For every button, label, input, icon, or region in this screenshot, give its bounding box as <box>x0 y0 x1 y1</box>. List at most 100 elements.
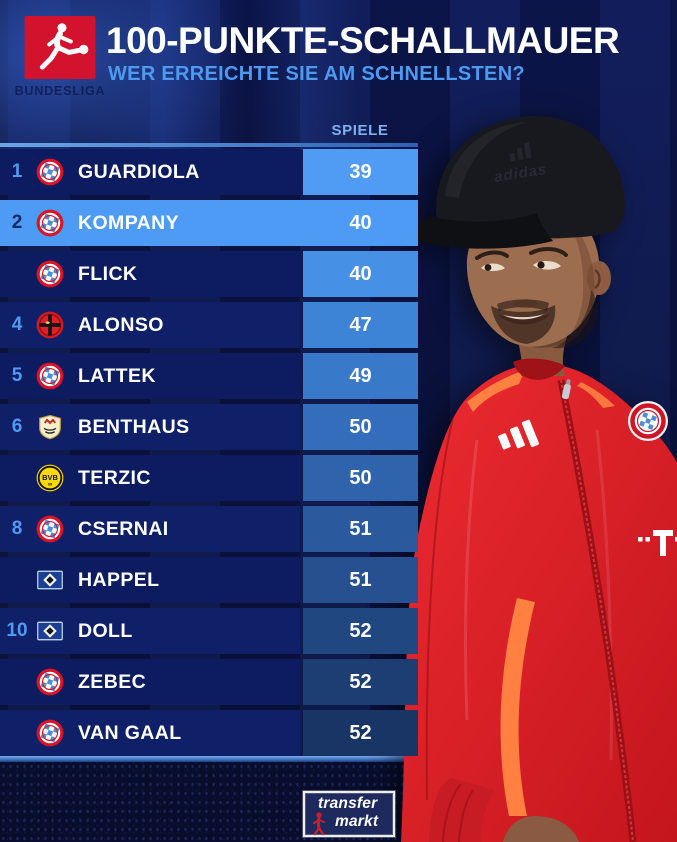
games-value: 52 <box>303 710 418 756</box>
zipper-pull <box>561 379 571 400</box>
games-value: 52 <box>303 608 418 654</box>
rank-label: 4 <box>11 314 23 335</box>
adidas-cap-logo <box>509 142 532 162</box>
table-row: 10 DOLL 52 <box>0 608 418 654</box>
page-title: 100-PUNKTE-SCHALLMAUER <box>106 20 620 61</box>
nose <box>513 299 538 309</box>
coach-name: ALONSO <box>78 313 164 336</box>
rank-label: 6 <box>11 416 23 437</box>
dortmund-club-logo: BVB 09 <box>36 464 64 492</box>
table-row: BVB 09 TERZIC 50 <box>0 455 418 501</box>
bundesliga-crest-icon <box>24 16 96 79</box>
table-top-rule <box>0 143 418 147</box>
bundesliga-logo: BUNDESLIGA <box>14 16 106 98</box>
games-value: 51 <box>303 506 418 552</box>
coach-cell: VAN GAAL <box>0 710 300 756</box>
table-row: 6 BENTHAUS 50 <box>0 404 418 450</box>
rank-label: 1 <box>11 161 23 182</box>
coach-name: BENTHAUS <box>78 415 190 438</box>
table-row: VAN GAAL 52 <box>0 710 418 756</box>
table-row: 2 KOMPANY 40 <box>0 200 418 246</box>
coach-name: DOLL <box>78 619 133 642</box>
games-value: 40 <box>303 251 418 297</box>
bayern-club-logo <box>36 209 64 237</box>
beard <box>491 305 556 344</box>
transfermarkt-figure-icon <box>313 812 325 836</box>
coach-cell: 4 ALONSO <box>0 302 300 348</box>
games-value: 49 <box>303 353 418 399</box>
games-value: 50 <box>303 455 418 501</box>
page-subtitle: WER ERREICHTE SIE AM SCHNELLSTEN? <box>108 63 525 85</box>
hsv-club-logo <box>36 566 64 594</box>
bayern-club-logo <box>36 362 64 390</box>
games-value: 39 <box>303 149 418 195</box>
coach-cell: FLICK <box>0 251 300 297</box>
hsv-club-logo <box>36 617 64 645</box>
eye <box>537 261 545 269</box>
table-row: 1 GUARDIOLA 39 <box>0 149 418 195</box>
adidas-logo <box>498 419 539 450</box>
column-header-spiele: SPIELE <box>331 122 389 139</box>
transfermarkt-logo: transfer markt <box>303 791 395 837</box>
table-row: 4 ALONSO 47 <box>0 302 418 348</box>
rank-label: 2 <box>11 212 23 233</box>
cap <box>436 115 626 238</box>
hand <box>503 816 579 842</box>
coach-cell: BVB 09 TERZIC <box>0 455 300 501</box>
coach-cell: HAPPEL <box>0 557 300 603</box>
svg-text:BVB: BVB <box>42 473 58 482</box>
coach-cell: 6 BENTHAUS <box>0 404 300 450</box>
bayern-club-logo <box>36 158 64 186</box>
coach-name: HAPPEL <box>78 568 160 591</box>
table-bottom-rule <box>0 756 677 762</box>
games-value: 47 <box>303 302 418 348</box>
games-value: 52 <box>303 659 418 705</box>
table-row: FLICK 40 <box>0 251 418 297</box>
table-row: 5 LATTEK 49 <box>0 353 418 399</box>
coach-name: LATTEK <box>78 364 156 387</box>
svg-text:09: 09 <box>48 481 53 486</box>
rank-label: 5 <box>11 365 23 386</box>
bayern-club-logo <box>36 719 64 747</box>
bayern-club-logo <box>36 668 64 696</box>
coach-photo: adidas <box>401 115 677 842</box>
bundesliga-wordmark: BUNDESLIGA <box>14 84 106 98</box>
ranking-table: 1 GUARDIOLA 39 2 KOMPANY 40 FLICK 40 4 A… <box>0 149 418 756</box>
telekom-t-icon <box>638 530 677 556</box>
coach-cell: 2 KOMPANY <box>0 200 300 246</box>
games-value: 40 <box>303 200 418 246</box>
collar <box>513 358 565 380</box>
table-row: ZEBEC 52 <box>0 659 418 705</box>
bayern-club-logo <box>36 260 64 288</box>
jacket-orange-shoulder <box>467 370 525 412</box>
coach-cell: 10 DOLL <box>0 608 300 654</box>
brand-word-top: transfer <box>318 795 378 812</box>
games-value: 50 <box>303 404 418 450</box>
coach-name: VAN GAAL <box>78 721 182 744</box>
games-value: 51 <box>303 557 418 603</box>
eye <box>484 264 492 271</box>
coach-name: GUARDIOLA <box>78 160 200 183</box>
cap-brim <box>416 213 553 249</box>
jacket-orange-pocket <box>500 598 535 816</box>
stuttgart-club-logo <box>36 413 64 441</box>
coach-cell: 8 CSERNAI <box>0 506 300 552</box>
coach-name: KOMPANY <box>78 211 180 234</box>
coach-cell: 5 LATTEK <box>0 353 300 399</box>
coach-name: FLICK <box>78 262 138 285</box>
brand-word-bottom: markt <box>335 813 379 830</box>
cell-divider <box>300 200 303 246</box>
bayern-badge <box>628 401 668 441</box>
table-row: HAPPEL 51 <box>0 557 418 603</box>
rank-label: 8 <box>11 518 23 539</box>
coach-cell: 1 GUARDIOLA <box>0 149 300 195</box>
coach-cell: ZEBEC <box>0 659 300 705</box>
background-glow <box>80 0 360 150</box>
coach-name: CSERNAI <box>78 517 169 540</box>
rank-label: 10 <box>6 620 28 641</box>
coach-name: TERZIC <box>78 466 151 489</box>
leverkusen-club-logo <box>36 311 64 339</box>
jacket <box>401 363 677 842</box>
coach-name: ZEBEC <box>78 670 147 693</box>
